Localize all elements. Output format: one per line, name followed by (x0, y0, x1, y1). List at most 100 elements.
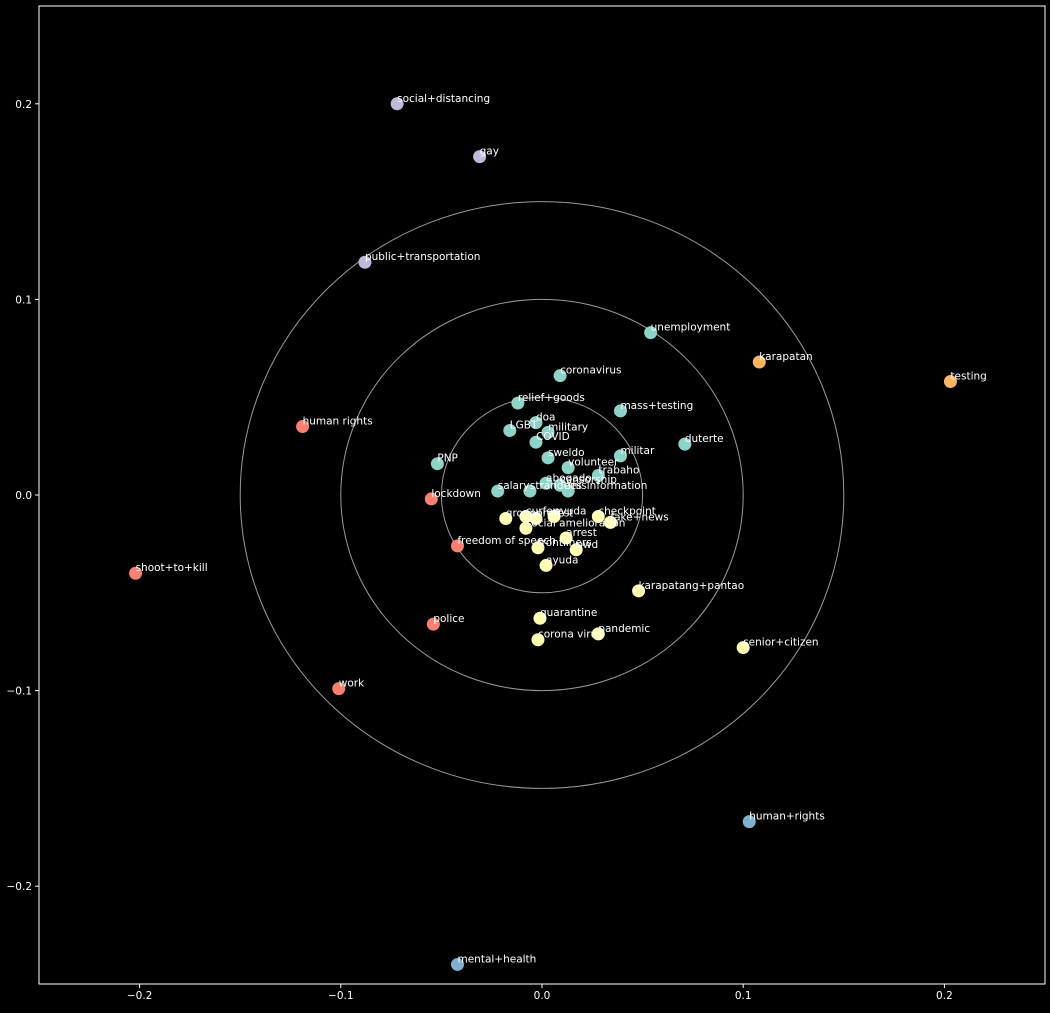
data-point (491, 484, 505, 498)
point-label: censorship (560, 474, 617, 486)
data-point (426, 617, 440, 631)
data-point (533, 611, 547, 625)
plot-frame (38, 5, 1046, 985)
point-label: abogado (546, 472, 592, 484)
data-point (450, 539, 464, 553)
point-label: human+rights (749, 811, 825, 823)
x-tick-label: −0.2 (127, 990, 153, 1002)
data-point (752, 355, 766, 369)
point-label: gay (480, 146, 499, 158)
data-point (603, 515, 617, 529)
point-label: doa (536, 412, 556, 424)
point-label: social amelioration (526, 517, 626, 529)
data-point (553, 369, 567, 383)
point-label: pwd (576, 539, 598, 551)
point-label: fake+news (610, 511, 668, 523)
data-point (559, 531, 573, 545)
point-label: pandemic (598, 623, 650, 635)
point-label: work (339, 678, 365, 690)
reference-circle (340, 298, 744, 692)
point-label: arrest (566, 527, 597, 539)
point-label: duterte (685, 433, 724, 445)
point-label: checkpoint (598, 506, 656, 518)
point-label: corona virus (538, 629, 603, 641)
data-point (529, 416, 543, 430)
point-label: protest (536, 507, 573, 519)
point-label: quarantine (540, 607, 597, 619)
data-point (591, 510, 605, 524)
x-tick-label: 0.1 (735, 990, 752, 1002)
point-label: freedom of speech (457, 535, 555, 547)
y-tick-label: 0.1 (15, 294, 32, 306)
data-point (632, 584, 646, 598)
data-point (541, 451, 555, 465)
point-label: coronavirus (560, 365, 621, 377)
point-label: testing (950, 371, 986, 383)
y-tick-label: 0.2 (15, 99, 32, 111)
data-point (561, 461, 575, 475)
data-point (539, 476, 553, 490)
data-point (424, 492, 438, 506)
data-point (613, 404, 627, 418)
data-point (519, 510, 533, 524)
point-label: misinformation (568, 480, 647, 492)
point-label: trabaho (598, 464, 639, 476)
data-point (296, 420, 310, 434)
data-point (473, 150, 487, 164)
reference-circle (239, 201, 845, 789)
data-point (499, 511, 513, 525)
point-label: curfew (526, 506, 562, 518)
point-label: karapatan (759, 351, 812, 363)
data-point (736, 641, 750, 655)
x-tick-label: 0.2 (936, 990, 953, 1002)
data-point (523, 484, 537, 498)
y-tick-label: −0.2 (7, 881, 33, 893)
point-label: public+transportation (365, 251, 480, 263)
point-label: karapatang+pantao (639, 580, 745, 592)
point-label: ayuda (546, 554, 578, 566)
data-point (529, 435, 543, 449)
point-label: ayuda (554, 506, 586, 518)
point-label: relief+goods (518, 392, 585, 404)
data-point (541, 425, 555, 439)
data-point (450, 957, 464, 971)
point-label: human rights (303, 416, 373, 428)
point-label: social+distancing (397, 93, 490, 105)
point-label: unemployment (651, 322, 731, 334)
reference-circles (239, 201, 845, 789)
point-label: sweldo (548, 447, 585, 459)
data-point (742, 815, 756, 829)
x-tick-label: 0.0 (534, 990, 551, 1002)
point-label: volunteer (568, 457, 619, 469)
data-point (358, 255, 372, 269)
data-point (539, 558, 553, 572)
point-label: mass+testing (620, 400, 693, 412)
data-point (943, 375, 957, 389)
data-point (332, 682, 346, 696)
point-label: group (506, 507, 537, 519)
data-point (511, 396, 525, 410)
point-label: shoot+to+kill (136, 562, 208, 574)
data-point (503, 423, 517, 437)
data-point (569, 543, 583, 557)
point-label: military (548, 421, 588, 433)
reference-circle (440, 396, 644, 594)
data-point (561, 484, 575, 498)
point-label: lockdown (431, 488, 481, 500)
point-label: mental+health (457, 953, 536, 965)
point-label: police (433, 613, 464, 625)
data-point (129, 566, 143, 580)
point-label: LGBT (510, 419, 538, 431)
point-label: militar (620, 445, 655, 457)
data-point (531, 633, 545, 647)
data-point (678, 437, 692, 451)
data-point (547, 510, 561, 524)
point-label: senior+citizen (743, 637, 818, 649)
point-label: strandees (530, 480, 582, 492)
point-label: frontliners (538, 537, 592, 549)
y-tick-label: 0.0 (15, 490, 32, 502)
y-tick-label: −0.1 (7, 686, 33, 698)
x-tick-label: −0.1 (328, 990, 354, 1002)
